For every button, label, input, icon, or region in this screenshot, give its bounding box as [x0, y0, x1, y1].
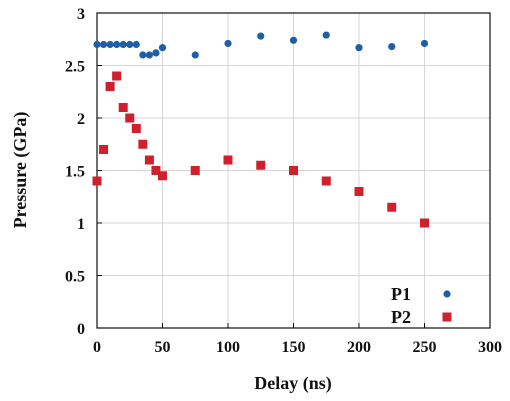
data-point-p2 — [256, 160, 266, 170]
data-point-p1 — [93, 40, 101, 49]
data-point-p2 — [289, 166, 298, 175]
series-p2 — [92, 71, 429, 228]
data-point-p2 — [387, 202, 397, 212]
data-point-p2 — [92, 176, 102, 186]
data-series — [92, 31, 429, 228]
x-tick-label: 150 — [282, 339, 306, 356]
legend-marker-p1 — [443, 290, 451, 298]
data-point-p2 — [321, 176, 331, 186]
data-point-p1 — [388, 43, 396, 51]
data-point-p1 — [113, 40, 121, 49]
data-point-p1 — [152, 49, 160, 57]
y-tick-label: 1.5 — [65, 164, 85, 181]
data-point-p1 — [126, 40, 134, 49]
data-point-p1 — [322, 31, 330, 39]
data-point-p2 — [151, 166, 161, 175]
x-tick-label: 250 — [413, 339, 437, 356]
legend-marker-p2 — [442, 312, 452, 322]
data-point-p1 — [224, 39, 232, 48]
y-tick-label: 2.5 — [65, 59, 85, 76]
data-point-p2 — [105, 82, 115, 91]
data-point-p1 — [139, 51, 147, 59]
data-point-p2 — [118, 103, 128, 112]
y-tick-label: 0 — [77, 321, 85, 338]
legend-label-p2: P2 — [391, 307, 411, 327]
legend-label-p1: P1 — [391, 284, 411, 304]
data-point-p1 — [420, 39, 429, 48]
series-p1 — [93, 31, 429, 59]
data-point-p1 — [158, 44, 167, 52]
y-axis-title: Pressure (GPa) — [10, 112, 31, 229]
data-point-p2 — [354, 187, 364, 196]
data-point-p2 — [112, 71, 122, 81]
data-point-p1 — [99, 40, 108, 49]
data-point-p1 — [257, 32, 265, 40]
y-tick-label: 3 — [77, 6, 85, 23]
y-tick-label: 2 — [77, 111, 85, 128]
axis-ticks: 0 50 100 150 200 250 300 0 0.5 1 1.5 2 2.5 3 — [65, 6, 502, 356]
data-point-p1 — [119, 40, 127, 49]
x-tick-label: 0 — [93, 339, 101, 356]
data-point-p2 — [144, 155, 154, 165]
legend: P1 P2 — [391, 284, 452, 327]
data-point-p2 — [131, 124, 141, 133]
data-point-p2 — [190, 166, 200, 175]
x-axis-title: Delay (ns) — [254, 373, 332, 394]
data-point-p2 — [420, 218, 429, 228]
data-point-p1 — [191, 51, 199, 59]
data-point-p2 — [158, 171, 167, 181]
x-tick-label: 50 — [155, 339, 171, 356]
data-point-p2 — [223, 155, 233, 165]
x-tick-label: 100 — [216, 339, 240, 356]
data-point-p2 — [125, 113, 135, 123]
data-point-p1 — [145, 51, 153, 59]
y-tick-label: 0.5 — [65, 269, 85, 286]
data-point-p1 — [132, 40, 140, 49]
x-tick-label: 300 — [478, 339, 502, 356]
data-point-p2 — [99, 145, 109, 154]
grid — [97, 13, 490, 328]
data-point-p1 — [355, 44, 363, 52]
data-point-p2 — [138, 139, 148, 149]
data-point-p1 — [289, 36, 298, 44]
x-tick-label: 200 — [347, 339, 371, 356]
data-point-p1 — [106, 40, 114, 49]
y-tick-label: 1 — [77, 216, 85, 233]
